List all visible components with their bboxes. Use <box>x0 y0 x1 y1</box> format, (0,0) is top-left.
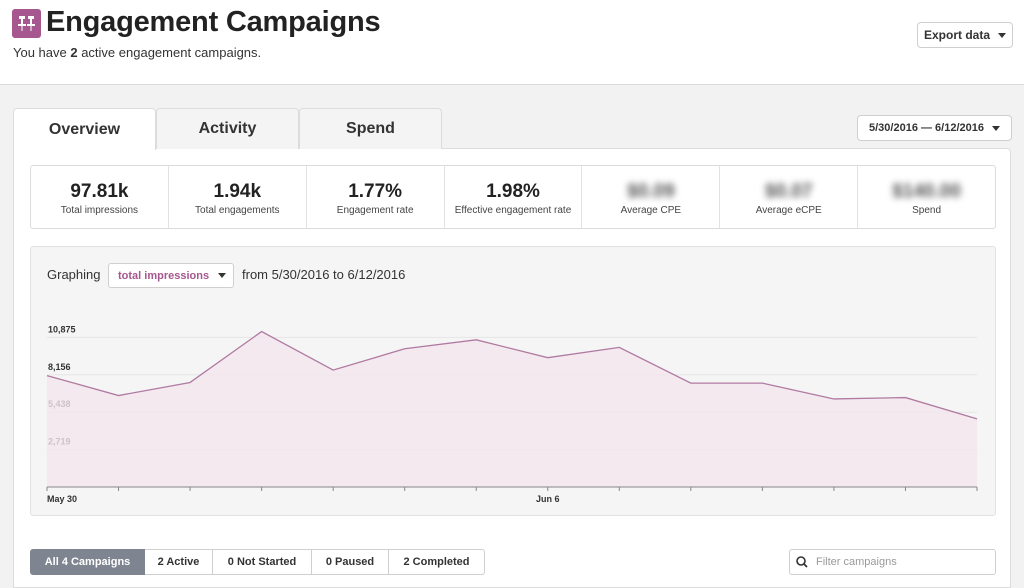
filter-all-campaigns[interactable]: All 4 Campaigns <box>30 549 145 575</box>
filter-active[interactable]: 2 Active <box>145 549 213 575</box>
graphing-label: Graphing <box>47 267 101 282</box>
y-tick-label: 10,875 <box>48 324 76 334</box>
filter-not-started[interactable]: 0 Not Started <box>213 549 312 575</box>
metric-average-cpe: $0.09 Average CPE <box>582 166 721 228</box>
tab-spend[interactable]: Spend <box>299 108 442 149</box>
impressions-area <box>47 331 977 487</box>
chevron-down-icon <box>998 32 1006 38</box>
pushpin-icon <box>12 9 41 38</box>
filter-completed[interactable]: 2 Completed <box>389 549 485 575</box>
page-subtitle: You have 2 active engagement campaigns. <box>13 45 262 60</box>
filter-campaigns-search <box>789 549 996 575</box>
chevron-down-icon <box>218 273 227 278</box>
metric-engagement-rate: 1.77% Engagement rate <box>307 166 445 228</box>
y-tick-label: 8,156 <box>48 362 71 372</box>
x-tick-label: May 30 <box>47 494 77 504</box>
tab-overview[interactable]: Overview <box>13 108 156 150</box>
page-header: Engagement Campaigns You have 2 active e… <box>0 0 1024 85</box>
metrics-summary: 97.81k Total impressions 1.94k Total engag… <box>30 165 996 229</box>
impressions-line <box>46 330 978 420</box>
date-range-picker[interactable]: 5/30/2016 — 6/12/2016 <box>857 115 1012 141</box>
metric-spend: $140.00 Spend <box>892 181 961 216</box>
active-count: 2 <box>70 45 78 60</box>
tab-activity[interactable]: Activity <box>156 108 299 149</box>
campaign-status-filters: All 4 Campaigns 2 Active 0 Not Started 0… <box>30 549 485 575</box>
metric-average-ecpe: $0.07 Average eCPE <box>720 166 859 228</box>
x-tick-label: Jun 6 <box>536 494 560 504</box>
graph-range-text: from 5/30/2016 to 6/12/2016 <box>242 267 406 282</box>
metric-total-engagements: 1.94k Total engagements <box>169 166 307 228</box>
export-data-button[interactable]: Export data <box>917 22 1013 48</box>
metric-total-impressions: 97.81k Total impressions <box>31 166 169 228</box>
search-input[interactable] <box>812 556 986 568</box>
search-icon <box>796 556 808 568</box>
page-title: Engagement Campaigns <box>46 6 381 38</box>
metric-effective-engagement-rate: 1.98% Effective engagement rate <box>445 166 583 228</box>
filter-paused[interactable]: 0 Paused <box>312 549 389 575</box>
chevron-down-icon <box>991 125 1000 131</box>
graph-metric-select[interactable]: total impressions <box>108 263 234 288</box>
